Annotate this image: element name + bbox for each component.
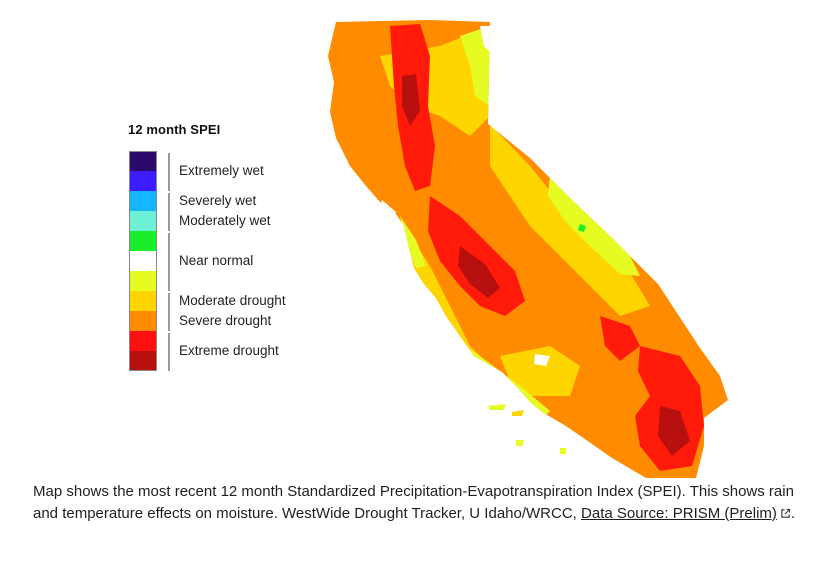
- external-link-icon: [781, 508, 791, 518]
- legend-bracket-moderately-wet: [168, 193, 170, 231]
- map-region-abnormal-ne: [460, 26, 490, 106]
- legend-bracket-normal: [168, 233, 170, 291]
- legend-label-severely-wet: Severely wet: [179, 193, 257, 208]
- map-region-extreme-core-south: [658, 406, 690, 456]
- legend-title: 12 month SPEI: [128, 122, 221, 137]
- map-caption: Map shows the most recent 12 month Stand…: [33, 481, 813, 525]
- map-area: 12 month SPEI Extremely wet Severely wet…: [128, 20, 728, 478]
- legend-swatch-2: [129, 171, 157, 191]
- data-source-link[interactable]: Data Source: PRISM (Prelim): [581, 505, 791, 522]
- spei-legend: 12 month SPEI Extremely wet Severely wet…: [128, 122, 368, 382]
- map-region-abnormal-coast: [400, 216, 426, 268]
- map-island-1: [488, 404, 506, 410]
- map-region-extreme-core-valley: [458, 246, 500, 298]
- legend-label-extreme-drought: Extreme drought: [179, 343, 279, 358]
- map-region-moderate-south: [500, 346, 580, 396]
- caption-text: Map shows the most recent 12 month Stand…: [33, 483, 794, 522]
- legend-swatch-7: [129, 271, 157, 291]
- legend-label-severe-drought: Severe drought: [179, 313, 272, 328]
- map-island-2: [512, 410, 524, 416]
- map-island-4: [560, 448, 566, 454]
- map-region-abnormal-east: [548, 176, 640, 276]
- legend-swatch-11: [129, 351, 157, 371]
- map-region-normal-south: [534, 354, 550, 366]
- map-region-extreme-valley: [428, 196, 525, 316]
- legend-bracket-extreme: [168, 333, 170, 371]
- map-island-3: [516, 440, 524, 446]
- map-region-extreme-core-north: [402, 74, 420, 126]
- legend-swatch-4: [129, 211, 157, 231]
- legend-bracket-wet: [168, 153, 170, 191]
- map-region-extreme-mojave: [600, 316, 640, 361]
- legend-bracket-moderate: [168, 293, 170, 331]
- map-region-near-normal-wet: [578, 224, 586, 232]
- legend-swatch-5: [129, 231, 157, 251]
- data-source-link-text: Data Source: PRISM (Prelim): [581, 505, 777, 522]
- legend-swatch-8: [129, 291, 157, 311]
- map-region-normal-north: [480, 26, 490, 52]
- california-spei-map: [328, 20, 728, 478]
- legend-swatch-10: [129, 331, 157, 351]
- legend-label-moderately-wet: Moderately wet: [179, 213, 271, 228]
- legend-label-moderate-drought: Moderate drought: [179, 293, 286, 308]
- legend-swatch-6: [129, 251, 157, 271]
- legend-label-near-normal: Near normal: [179, 253, 254, 268]
- caption-suffix: .: [790, 505, 796, 522]
- legend-swatch-1: [129, 151, 157, 171]
- legend-swatch-3: [129, 191, 157, 211]
- legend-swatch-9: [129, 311, 157, 331]
- legend-swatches: [129, 151, 157, 371]
- legend-label-extremely-wet: Extremely wet: [179, 163, 264, 178]
